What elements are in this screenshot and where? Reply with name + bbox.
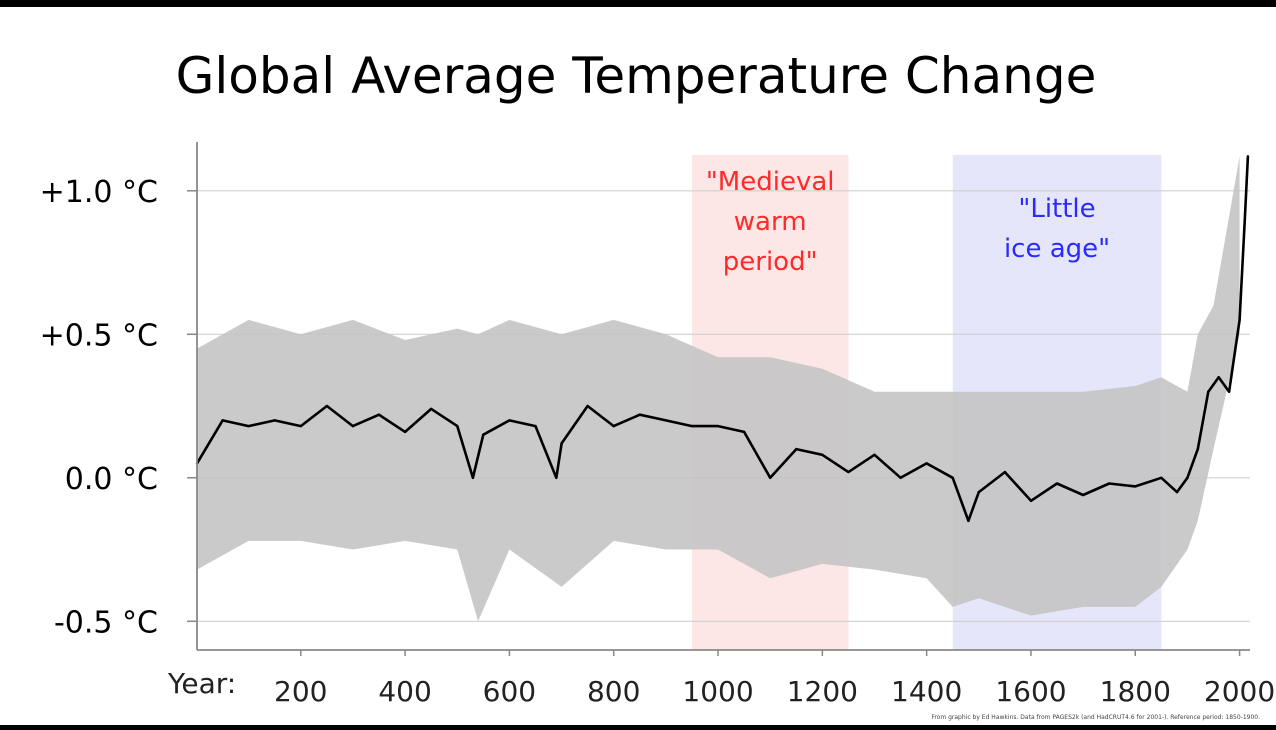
y-tick-label-3: 0.0 °C — [65, 462, 158, 497]
temperature-point-48 — [1238, 318, 1241, 322]
temperature-point-8 — [377, 413, 381, 416]
y-tick-label-2: +0.5 °C — [40, 318, 158, 353]
temperature-point-47 — [1227, 390, 1231, 393]
temperature-point-29 — [873, 453, 876, 457]
temperature-point-9 — [403, 430, 407, 434]
temperature-series-line — [195, 156, 1250, 523]
temperature-point-31 — [925, 462, 928, 465]
temperature-point-38 — [1081, 493, 1085, 497]
temperature-point-36 — [1029, 499, 1033, 502]
temperature-point-32 — [951, 476, 954, 479]
temperature-point-42 — [1175, 490, 1179, 494]
temperature-point-11 — [456, 424, 459, 428]
period-label-1-line-3: period" — [723, 247, 818, 277]
temperature-point-3 — [247, 424, 250, 428]
x-tick-label-10: 2000 — [1204, 675, 1275, 708]
temperature-point-6 — [325, 404, 329, 408]
temperature-point-25 — [768, 476, 772, 479]
x-tick-label-2: 400 — [378, 675, 431, 708]
temperature-point-44 — [1196, 447, 1200, 451]
temperature-point-40 — [1134, 485, 1137, 488]
chart-frame: Global Average Temperature Change "Medie… — [0, 7, 1276, 725]
temperature-point-34 — [977, 490, 980, 494]
temperature-point-21 — [664, 419, 668, 422]
temperature-point-46 — [1217, 376, 1220, 379]
temperature-point-45 — [1207, 390, 1210, 393]
temperature-line — [195, 155, 1250, 523]
temperature-point-35 — [1003, 470, 1007, 474]
temperature-chart: Global Average Temperature Change "Medie… — [40, 47, 1276, 721]
temperature-point-30 — [899, 476, 902, 479]
period-label-1-line-2: warm — [734, 207, 807, 237]
temperature-point-24 — [742, 430, 746, 434]
temperature-point-43 — [1186, 476, 1189, 479]
period-label-2-line-1: "Little — [1018, 194, 1095, 224]
temperature-point-27 — [821, 453, 824, 457]
x-tick-label-6: 1200 — [787, 675, 858, 708]
temperature-point-23 — [716, 424, 720, 428]
temperature-point-16 — [555, 476, 558, 479]
period-label-1-line-1: "Medieval — [706, 167, 835, 197]
temperature-point-10 — [429, 407, 433, 411]
uncertainty-area — [197, 156, 1240, 622]
temperature-point-12 — [471, 476, 475, 479]
x-tick-label-9: 1800 — [1100, 675, 1171, 708]
temperature-point-4 — [273, 419, 276, 422]
temperature-point-49 — [1243, 218, 1246, 221]
x-tick-label-5: 1000 — [682, 675, 753, 708]
uncertainty-band — [197, 156, 1240, 622]
x-tick-label-4: 800 — [587, 675, 640, 708]
y-tick-label-4: -0.5 °C — [54, 605, 158, 640]
period-labels: "Medieval warm period" "Little ice age" — [706, 167, 1110, 277]
x-tick-label-7: 1400 — [891, 675, 962, 708]
y-tick-labels: +1.0 °C +0.5 °C 0.0 °C -0.5 °C — [40, 175, 158, 641]
temperature-point-13 — [482, 433, 485, 436]
temperature-point-5 — [299, 424, 302, 428]
temperature-point-28 — [847, 470, 850, 474]
temperature-point-2 — [221, 419, 224, 422]
temperature-point-37 — [1055, 482, 1059, 485]
temperature-point-50 — [1246, 155, 1250, 158]
axes — [187, 142, 1250, 656]
period-label-2-line-2: ice age" — [1004, 234, 1110, 264]
temperature-point-18 — [586, 404, 589, 408]
temperature-point-22 — [690, 424, 694, 428]
temperature-point-41 — [1160, 476, 1163, 479]
x-tick-label-1: 200 — [274, 675, 327, 708]
temperature-point-19 — [612, 424, 615, 428]
data-credit: From graphic by Ed Hawkins. Data from PA… — [931, 714, 1260, 721]
temperature-point-15 — [534, 424, 537, 428]
x-tick-labels: Year: 200 400 600 800 1000 1200 1400 1600 1800 20… — [167, 667, 1275, 708]
temperature-point-14 — [508, 419, 511, 422]
y-tick-label-1: +1.0 °C — [40, 175, 158, 210]
x-tick-label-8: 1600 — [995, 675, 1066, 708]
temperature-point-20 — [638, 413, 641, 416]
x-tick-label-3: 600 — [483, 675, 536, 708]
temperature-point-26 — [795, 447, 798, 451]
temperature-point-7 — [351, 424, 355, 428]
chart-title: Global Average Temperature Change — [176, 47, 1097, 105]
temperature-point-33 — [967, 519, 970, 523]
temperature-point-39 — [1107, 482, 1111, 485]
x-axis-label: Year: — [167, 667, 236, 700]
temperature-point-17 — [560, 442, 563, 445]
